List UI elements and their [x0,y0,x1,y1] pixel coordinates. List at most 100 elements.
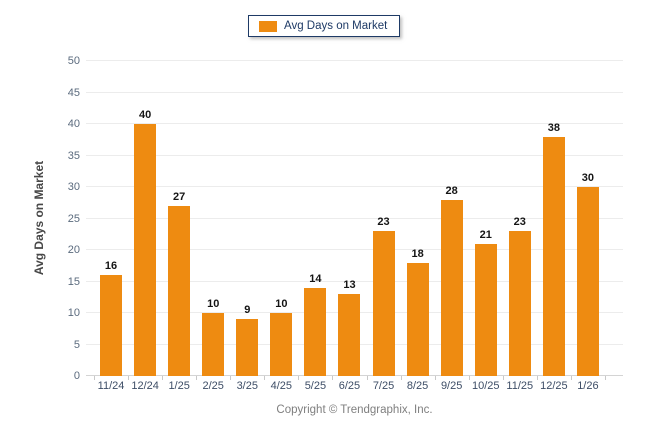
bar-value-label-9/25: 28 [445,184,458,197]
x-axis-tick [332,376,334,380]
bar-value-label-3/25: 9 [244,304,251,317]
bar-slot-1/26: 30 [571,61,605,376]
x-tick-label-1/26: 1/26 [577,380,599,392]
bar-1/26 [576,187,599,376]
y-tick-label-5: 5 [73,338,80,351]
gridline-45 [86,91,623,93]
legend-label: Avg Days on Market [284,20,388,32]
bar-slot-6/25: 13 [332,61,366,376]
x-tick-label-2/25: 2/25 [202,380,224,392]
bar-4/25 [270,313,293,376]
bar-11/24 [100,275,123,376]
bar-slot-11/24: 16 [94,61,128,376]
bar-value-label-5/25: 14 [309,272,322,285]
gridline-25 [86,217,623,219]
bar-10/25 [474,243,497,376]
x-tick-label-3/25: 3/25 [236,380,258,392]
bar-6/25 [338,294,361,376]
x-tick-label-11/24: 11/24 [97,380,125,392]
x-tick-label-5/25: 5/25 [304,380,327,392]
x-axis-tick [536,376,538,380]
bar-slot-8/25: 18 [401,61,435,376]
bar-slot-12/24: 40 [128,61,162,376]
x-tick-label-10/25: 10/25 [471,380,500,392]
bar-value-label-2/25: 10 [207,298,220,310]
x-axis-tick [264,376,266,380]
bar-value-label-10/25: 21 [479,228,492,241]
x-tick-label-1/25: 1/25 [168,380,190,392]
x-axis-tick [162,376,164,380]
gridline-30 [86,186,623,187]
y-tick-label-10: 10 [67,307,80,319]
x-tick-label-7/25: 7/25 [372,380,395,392]
y-tick-label-15: 15 [67,275,80,288]
legend-swatch-icon [259,20,277,32]
y-tick-label-45: 45 [67,86,80,99]
x-tick-label-12/24: 12/24 [131,380,159,392]
bar-value-label-4/25: 10 [275,298,288,310]
gridline-35 [86,154,623,156]
bar-11/25 [508,231,531,376]
bar-3/25 [236,319,259,376]
chart-legend: Avg Days on Market [248,15,401,37]
x-axis-tick [570,376,572,380]
bar-9/25 [440,199,463,376]
bar-slot-12/25: 38 [537,61,571,376]
gridline-40 [86,123,623,124]
y-tick-label-25: 25 [67,212,80,225]
bar-value-label-7/25: 23 [377,216,390,229]
x-tick-label-12/25: 12/25 [540,380,568,392]
gridline-20 [86,249,623,250]
gridline-50 [86,60,623,61]
y-tick-label-30: 30 [67,181,80,193]
y-axis-tick-labels: 0 5 10 15 20 25 30 35 40 45 50 [0,55,80,382]
y-tick-label-40: 40 [67,118,80,130]
x-axis-ticks [86,376,623,381]
bar-7/25 [372,231,395,376]
bar-value-label-8/25: 18 [411,247,424,260]
plot-area: 16 40 27 10 9 10 14 13 23 18 28 21 23 38 30 [86,60,623,376]
x-axis-tick [605,376,606,380]
y-tick-label-35: 35 [67,149,80,162]
x-tick-label-6/25: 6/25 [338,380,361,392]
bar-5/25 [304,287,327,376]
y-tick-label-0: 0 [73,370,80,382]
bar-slot-3/25: 9 [230,61,264,376]
bar-slot-2/25: 10 [196,61,230,376]
x-axis-tick [94,376,95,380]
bar-slot-10/25: 21 [469,61,503,376]
bar-12/24 [134,124,157,376]
x-axis-tick [434,376,436,380]
x-axis-tick [468,376,470,380]
bar-value-label-11/25: 23 [513,216,526,229]
x-axis-tick [230,376,232,380]
y-tick-label-20: 20 [67,244,80,256]
bars-row: 16 40 27 10 9 10 14 13 23 18 28 21 23 38 30 [94,61,605,376]
bar-value-label-1/26: 30 [581,172,595,184]
bar-slot-4/25: 10 [264,61,298,376]
x-axis-tick [366,376,368,380]
bar-2/25 [202,313,225,376]
bar-slot-11/25: 23 [503,61,537,376]
bar-value-label-12/24: 40 [138,109,152,121]
bar-8/25 [406,262,429,376]
bar-value-label-1/25: 27 [173,190,186,203]
x-axis-tick [298,376,300,380]
x-axis-tick [128,376,130,380]
x-tick-label-8/25: 8/25 [406,380,429,392]
bar-slot-1/25: 27 [162,61,196,376]
bar-12/25 [542,136,565,376]
bar-1/25 [168,205,191,376]
bar-value-label-12/25: 38 [547,121,560,134]
x-axis-tick [196,376,198,380]
x-axis-tick [502,376,504,380]
x-axis-tick [400,376,402,380]
x-axis-tick-labels: 11/24 12/24 1/25 2/25 3/25 4/25 5/25 6/25 7/25 8/… [86,380,623,392]
x-tick-label-4/25: 4/25 [270,380,293,392]
bar-value-label-6/25: 13 [343,279,356,292]
bar-slot-9/25: 28 [435,61,469,376]
gridline-15 [86,280,623,282]
bar-slot-5/25: 14 [298,61,332,376]
x-tick-label-9/25: 9/25 [440,380,463,392]
